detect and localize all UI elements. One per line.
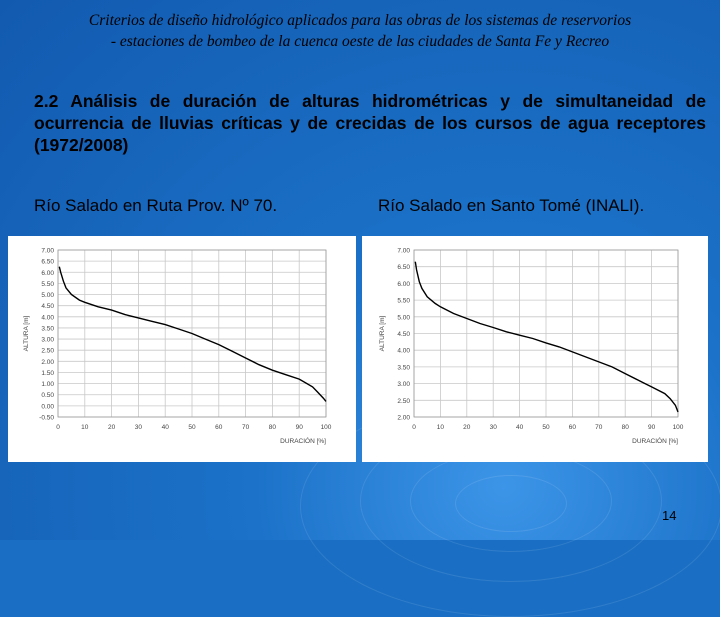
- y-tick-label: 4.00: [41, 314, 54, 321]
- y-tick-label: 5.50: [397, 298, 410, 305]
- chart-right: 2.00 2.50 3.00 3.50 4.00 4.50 5.00 5.50 6.00 6.50…: [379, 248, 684, 446]
- x-tick-label: 80: [269, 424, 277, 431]
- x-tick-label: 100: [673, 424, 684, 431]
- y-tick-label: 3.00: [41, 337, 54, 344]
- y-tick-label: 6.00: [397, 281, 410, 288]
- x-tick-label: 90: [296, 424, 304, 431]
- y-tick-label: 7.00: [397, 248, 410, 255]
- slide-header: Criterios de diseño hidrológico aplicado…: [0, 10, 720, 52]
- y-tick-label: 1.00: [41, 381, 54, 388]
- x-tick-label: 60: [215, 424, 223, 431]
- y-axis-label: ALTURA [m]: [379, 315, 386, 351]
- y-tick-label: 2.00: [41, 359, 54, 366]
- plot-frame: [57, 249, 327, 418]
- x-tick-label: 70: [242, 424, 250, 431]
- header-line-2: - estaciones de bombeo de la cuenca oest…: [110, 33, 610, 50]
- y-tick-label: 5.00: [41, 292, 54, 299]
- y-tick-label: 0.00: [41, 403, 54, 410]
- y-tick-label: 5.00: [397, 314, 410, 321]
- chart-panel-right: 2.00 2.50 3.00 3.50 4.00 4.50 5.00 5.50 6.00 6.50…: [362, 236, 708, 462]
- y-tick-label: 5.50: [41, 281, 54, 288]
- plot-frame: [413, 249, 679, 418]
- header-line-1: Criterios de diseño hidrológico aplicado…: [88, 12, 632, 29]
- y-tick-label: -0.50: [39, 415, 54, 422]
- left-chart-label: Río Salado en Ruta Prov. Nº 70.: [34, 196, 278, 215]
- y-tick-label: 1.50: [41, 370, 54, 377]
- x-axis-label: DURACIÓN [%]: [632, 436, 678, 445]
- chart-panel-left: -0.50 0.00 0.50 1.00 1.50 2.00 2.50 3.00 3.50 4.0…: [8, 236, 356, 462]
- x-tick-label: 0: [56, 424, 60, 431]
- x-tick-label: 70: [595, 424, 603, 431]
- chart-left: -0.50 0.00 0.50 1.00 1.50 2.00 2.50 3.00 3.50 4.0…: [23, 248, 332, 446]
- x-tick-label: 50: [542, 424, 550, 431]
- y-tick-label: 4.50: [397, 331, 410, 338]
- x-tick-label: 60: [569, 424, 577, 431]
- series-line: [58, 266, 327, 402]
- y-tick-label: 0.50: [41, 392, 54, 399]
- y-tick-label: 3.00: [397, 381, 410, 388]
- x-tick-label: 50: [188, 424, 196, 431]
- x-tick-label: 40: [162, 424, 170, 431]
- x-tick-label: 10: [81, 424, 89, 431]
- x-tick-label: 100: [321, 424, 332, 431]
- series-line: [414, 261, 679, 413]
- x-tick-label: 90: [648, 424, 656, 431]
- x-tick-label: 20: [108, 424, 116, 431]
- x-tick-label: 80: [622, 424, 630, 431]
- x-tick-label: 30: [135, 424, 143, 431]
- right-chart-label: Río Salado en Santo Tomé (INALI).: [378, 196, 645, 215]
- x-tick-label: 10: [437, 424, 445, 431]
- y-tick-label: 4.50: [41, 303, 54, 310]
- x-tick-label: 40: [516, 424, 524, 431]
- y-tick-label: 3.50: [397, 364, 410, 371]
- y-tick-label: 6.00: [41, 270, 54, 277]
- y-tick-label: 4.00: [397, 348, 410, 355]
- y-tick-label: 6.50: [397, 264, 410, 271]
- y-tick-label: 2.50: [397, 398, 410, 405]
- section-title: 2.2 Análisis de duración de alturas hidr…: [34, 91, 706, 155]
- x-tick-label: 30: [490, 424, 498, 431]
- x-tick-label: 0: [412, 424, 416, 431]
- y-tick-label: 2.00: [397, 415, 410, 422]
- x-axis-label: DURACIÓN [%]: [280, 436, 326, 445]
- y-tick-label: 7.00: [41, 248, 54, 255]
- y-tick-label: 2.50: [41, 348, 54, 355]
- y-tick-label: 3.50: [41, 325, 54, 332]
- page-number: 14: [662, 508, 677, 523]
- x-tick-label: 20: [463, 424, 471, 431]
- y-axis-label: ALTURA [m]: [23, 315, 30, 351]
- y-tick-label: 6.50: [41, 259, 54, 266]
